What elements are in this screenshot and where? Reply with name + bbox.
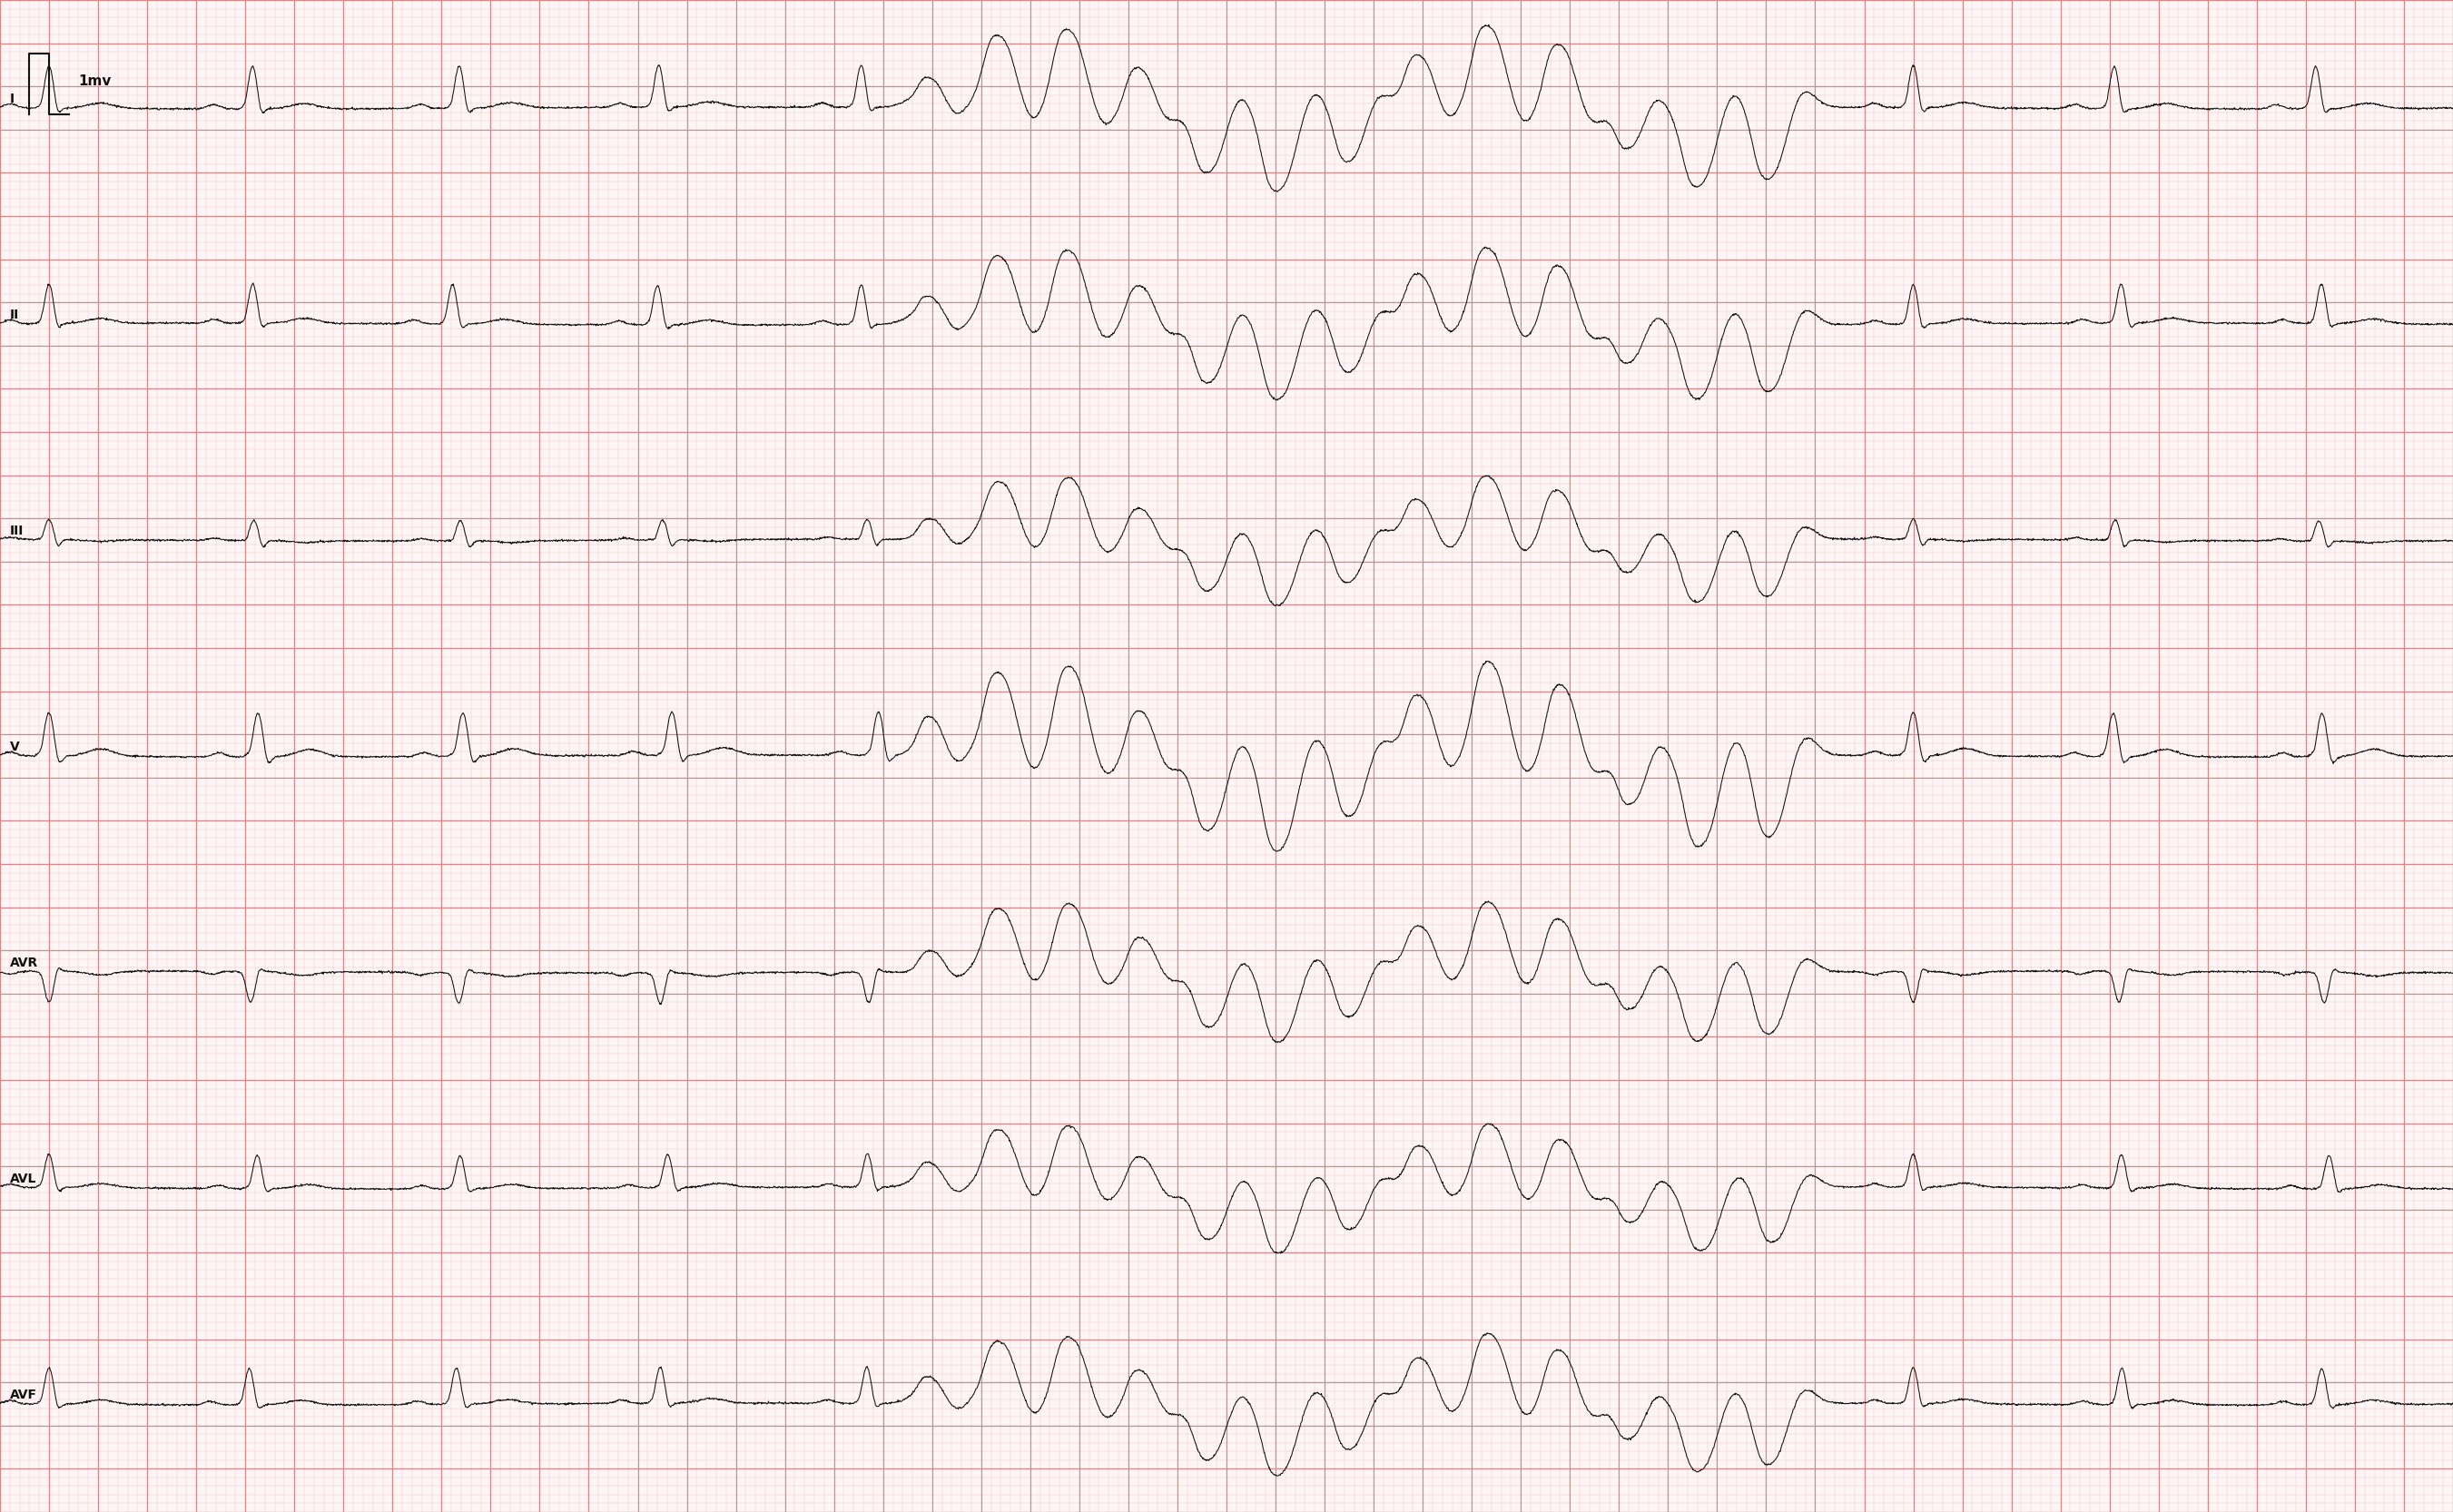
- Text: AVF: AVF: [10, 1390, 37, 1402]
- Text: 1mv: 1mv: [78, 74, 110, 88]
- Text: III: III: [10, 525, 25, 538]
- Text: I: I: [10, 94, 15, 106]
- Text: AVR: AVR: [10, 957, 39, 969]
- Text: AVL: AVL: [10, 1173, 37, 1185]
- Text: V: V: [10, 741, 20, 753]
- Text: II: II: [10, 308, 20, 322]
